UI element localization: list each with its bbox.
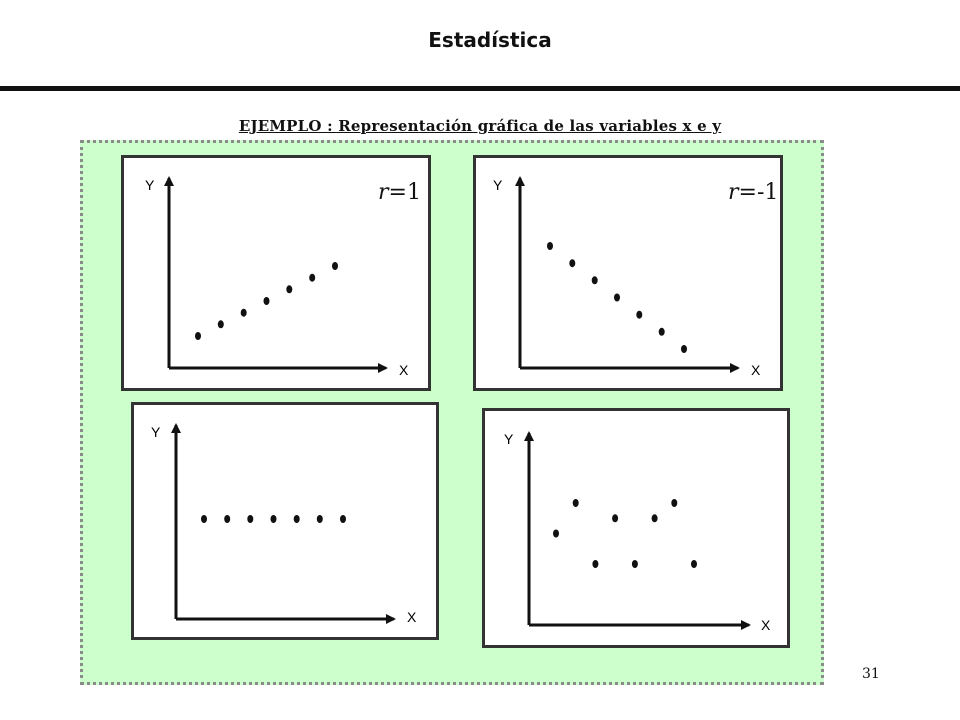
- data-point-zero-flat-3: [247, 515, 254, 523]
- example-subtitle: EJEMPLO : Representación gráfica de las …: [238, 117, 722, 135]
- data-point-negative-5: [636, 310, 643, 319]
- scatter-panel-random: Y X: [482, 408, 790, 648]
- scatter-svg-negative: Y X: [493, 176, 761, 378]
- data-point-random-1: [553, 529, 559, 538]
- data-point-zero-flat-1: [201, 515, 207, 523]
- data-point-zero-flat-2: [224, 515, 231, 523]
- r-symbol: r: [728, 180, 739, 205]
- data-point-zero-flat-7: [340, 515, 346, 523]
- scatter-svg-random: Y X: [504, 431, 771, 633]
- data-point-negative-3: [591, 276, 598, 285]
- r-value: =-1: [738, 180, 779, 205]
- data-point-random-5: [631, 560, 638, 568]
- r-label-positive: r=1: [378, 180, 421, 205]
- data-point-positive-7: [332, 262, 338, 270]
- data-point-negative-4: [614, 293, 620, 302]
- data-point-random-6: [651, 514, 658, 523]
- data-point-random-8: [691, 560, 697, 568]
- data-point-zero-flat-4: [270, 515, 277, 523]
- data-point-zero-flat-5: [293, 515, 300, 523]
- header-rule: [0, 86, 960, 91]
- data-point-random-4: [612, 514, 619, 523]
- data-point-random-2: [572, 499, 579, 507]
- data-point-zero-flat-6: [316, 515, 323, 523]
- r-symbol: r: [378, 180, 389, 205]
- data-point-positive-6: [309, 273, 316, 282]
- x-axis-label: X: [407, 609, 417, 625]
- scatter-panel-flat: Y X: [131, 402, 439, 640]
- data-point-negative-6: [658, 327, 665, 336]
- x-axis-label: X: [751, 362, 761, 378]
- data-point-positive-4: [263, 297, 270, 305]
- data-point-negative-2: [569, 259, 576, 268]
- scatter-panel-positive: Y X r=1: [121, 155, 431, 391]
- r-label-negative: r=-1: [728, 180, 778, 205]
- data-point-positive-1: [195, 332, 201, 340]
- y-axis-label: Y: [151, 424, 161, 440]
- y-axis-label: Y: [145, 177, 155, 193]
- x-axis-label: X: [761, 617, 771, 633]
- data-point-negative-1: [547, 242, 553, 250]
- data-point-random-3: [592, 560, 599, 568]
- scatter-panel-negative: Y X r=-1: [473, 155, 783, 391]
- x-axis-label: X: [399, 362, 409, 378]
- y-axis-label: Y: [493, 177, 503, 193]
- r-value: =1: [388, 180, 421, 205]
- y-axis-label: Y: [504, 431, 514, 447]
- page-header-title: Estadística: [428, 28, 552, 52]
- data-point-negative-7: [681, 345, 687, 353]
- data-point-positive-5: [286, 285, 293, 294]
- data-point-positive-3: [240, 308, 247, 317]
- data-point-random-7: [671, 499, 678, 507]
- scatter-svg-positive: Y X: [145, 176, 409, 378]
- scatter-svg-flat: Y X: [151, 423, 417, 625]
- data-point-positive-2: [217, 320, 224, 329]
- page-number: 31: [862, 666, 880, 682]
